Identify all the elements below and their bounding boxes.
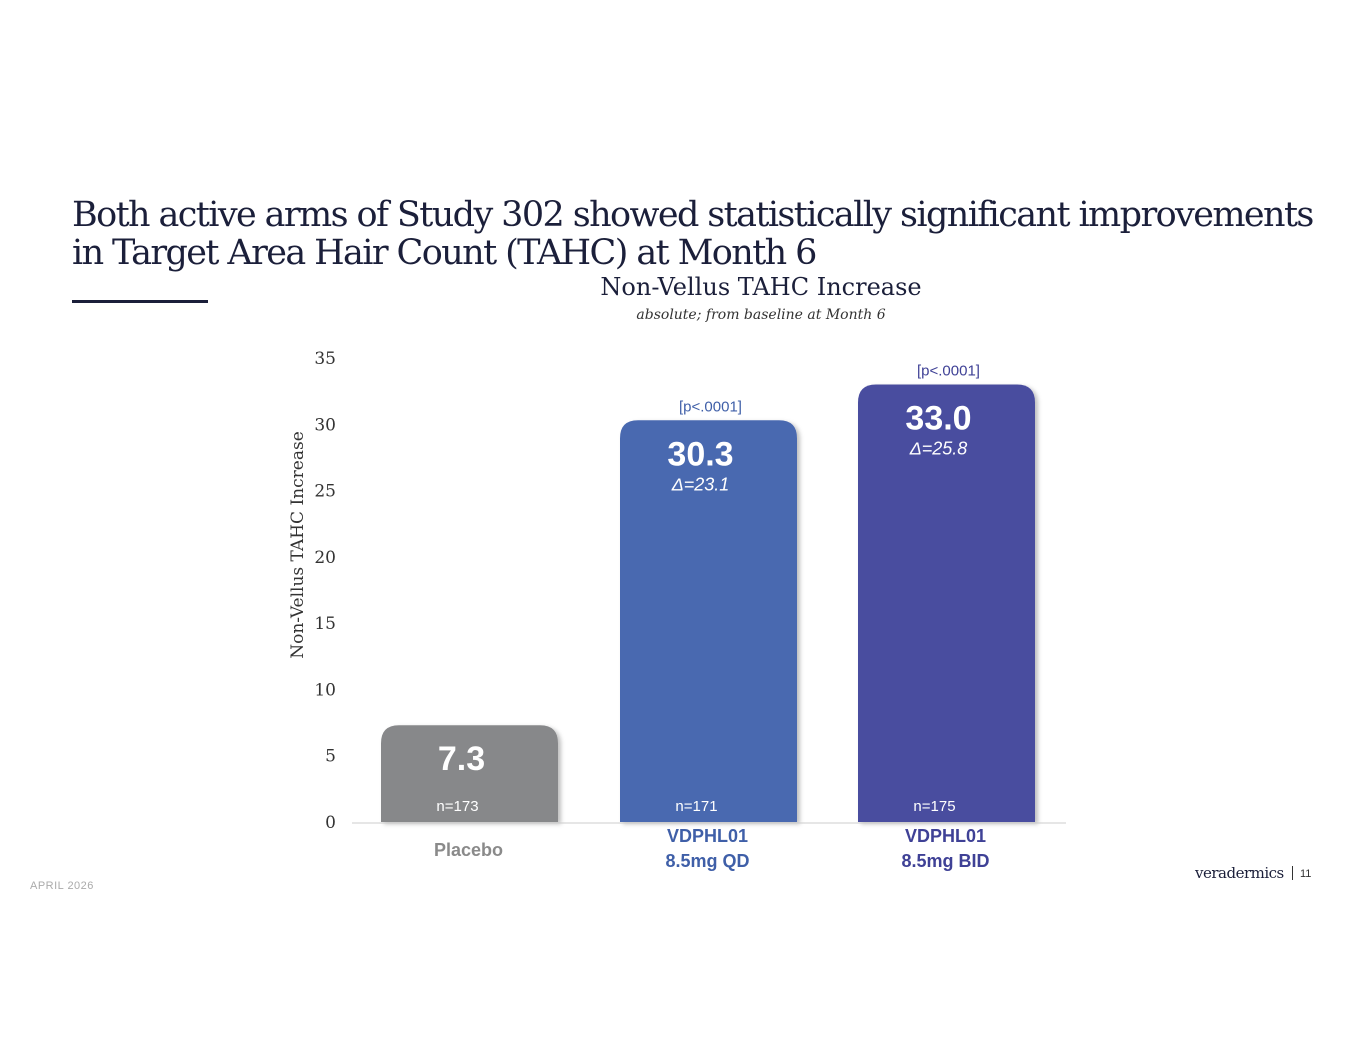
n-label: n=173 [436, 798, 478, 815]
chart-subtitle: absolute; from baseline at Month 6 [636, 307, 885, 323]
footer-separator [1292, 866, 1293, 880]
n-label: n=171 [675, 798, 717, 815]
page-number: 11 [1300, 868, 1312, 880]
y-tick-label: 0 [325, 813, 336, 833]
y-tick-label: 15 [314, 614, 336, 634]
delta-label: Δ=23.1 [671, 474, 730, 494]
x-tick-label: VDPHL01 [667, 826, 748, 846]
slide-date: APRIL 2026 [30, 880, 94, 892]
bar-value-label: 30.3 [667, 435, 733, 473]
y-tick-label: 20 [314, 548, 336, 568]
chart-title: Non-Vellus TAHC Increase [600, 273, 921, 301]
y-tick-label: 5 [325, 747, 336, 767]
x-tick-label: 8.5mg QD [665, 851, 749, 871]
y-tick-label: 30 [314, 415, 336, 435]
bar [620, 420, 797, 822]
brand-logo: veradermics [1195, 864, 1284, 882]
bar-value-label: 7.3 [438, 740, 485, 778]
x-tick-label: Placebo [434, 840, 503, 860]
y-axis-label: Non-Vellus TAHC Increase [288, 431, 308, 659]
delta-label: Δ=25.8 [909, 439, 968, 459]
slide-title: Both active arms of Study 302 showed sta… [72, 195, 1314, 273]
y-tick-label: 10 [314, 680, 336, 700]
bar-value-label: 33.0 [905, 400, 971, 438]
x-tick-label: 8.5mg BID [901, 851, 989, 871]
x-tick-label: VDPHL01 [905, 826, 986, 846]
p-value-label: [p<.0001] [917, 363, 980, 380]
y-tick-label: 25 [314, 482, 336, 502]
n-label: n=175 [913, 798, 955, 815]
bar [381, 725, 558, 822]
title-underline [72, 300, 208, 303]
p-value-label: [p<.0001] [679, 398, 742, 415]
y-tick-label: 35 [314, 349, 336, 369]
bar [858, 384, 1035, 822]
